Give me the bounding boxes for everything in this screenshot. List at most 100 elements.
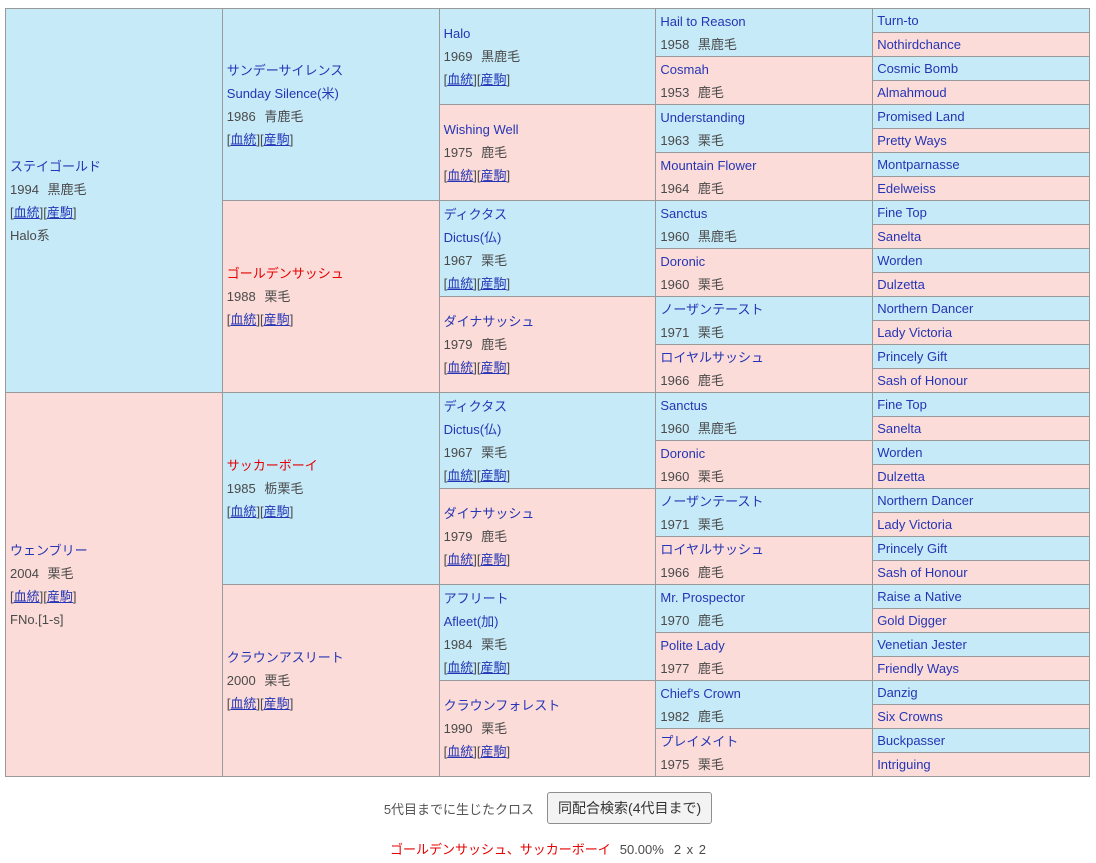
horse-name-link[interactable]: Wishing Well: [443, 122, 519, 137]
same-mating-search-button[interactable]: 同配合検索(4代目まで): [547, 792, 713, 824]
offspring-link[interactable]: 産駒: [263, 504, 290, 519]
horse-name-link[interactable]: Montparnasse: [877, 157, 960, 172]
offspring-link[interactable]: 産駒: [480, 467, 507, 483]
blood-link[interactable]: 血統: [230, 131, 257, 147]
horse-name-link[interactable]: Raise a Native: [877, 589, 962, 604]
horse-name-link[interactable]: Cosmah: [660, 61, 709, 77]
horse-name-link[interactable]: Mountain Flower: [660, 157, 757, 173]
horse-name-link[interactable]: Danzig: [877, 685, 918, 700]
offspring-link[interactable]: 産駒: [480, 659, 507, 675]
blood-link[interactable]: 血統: [447, 360, 474, 375]
horse-name-link[interactable]: ゴールデンサッシュ: [226, 266, 344, 281]
horse-name-link[interactable]: Worden: [877, 253, 923, 268]
offspring-link[interactable]: 産駒: [480, 275, 507, 291]
pedigree-cell-gen5-7: Edelweiss: [872, 176, 1090, 201]
offspring-link[interactable]: 産駒: [46, 204, 73, 220]
horse-name-link[interactable]: Understanding: [660, 109, 745, 125]
blood-link[interactable]: 血統: [447, 659, 474, 675]
horse-name-link[interactable]: Intriguing: [877, 757, 931, 772]
horse-name-link[interactable]: Sanelta: [877, 421, 922, 436]
offspring-link[interactable]: 産駒: [480, 168, 507, 183]
bracket-text: ][: [39, 204, 47, 220]
horse-name-link[interactable]: ウェンブリー: [10, 542, 88, 558]
offspring-link[interactable]: 産駒: [480, 72, 507, 87]
horse-name-link[interactable]: Chief's Crown: [660, 685, 741, 701]
horse-name-link[interactable]: Lady Victoria: [877, 517, 953, 532]
bracket-text: ]: [72, 588, 77, 604]
horse-name-link[interactable]: Cosmic Bomb: [877, 61, 959, 76]
horse-name-link[interactable]: Princely Gift: [877, 349, 948, 364]
horse-name-link[interactable]: Lady Victoria: [877, 325, 953, 340]
offspring-link[interactable]: 産駒: [46, 588, 73, 604]
offspring-link[interactable]: 産駒: [263, 131, 290, 147]
blood-link[interactable]: 血統: [447, 552, 474, 567]
horse-name-link[interactable]: Doronic: [660, 253, 706, 269]
horse-name-link[interactable]: Sanelta: [877, 229, 922, 244]
horse-name-link[interactable]: クラウンアスリート: [226, 650, 344, 665]
horse-name-link[interactable]: アフリート: [443, 590, 509, 606]
horse-name-link[interactable]: Worden: [877, 445, 923, 460]
horse-name-link[interactable]: ノーザンテースト: [660, 301, 764, 317]
horse-name-link[interactable]: Edelweiss: [877, 181, 936, 196]
horse-name-link[interactable]: Dulzetta: [877, 277, 925, 292]
horse-name-link[interactable]: Turn-to: [877, 13, 919, 28]
blood-link[interactable]: 血統: [447, 467, 474, 483]
horse-name-link[interactable]: Sanctus: [660, 205, 708, 221]
horse-name-link[interactable]: Gold Digger: [877, 613, 947, 628]
horse-name-link[interactable]: Fine Top: [877, 205, 927, 220]
offspring-link[interactable]: 産駒: [480, 744, 507, 759]
blood-link[interactable]: 血統: [447, 72, 474, 87]
horse-name-link[interactable]: ディクタス: [443, 398, 508, 414]
horse-name-link[interactable]: ダイナサッシュ: [443, 314, 535, 329]
offspring-link[interactable]: 産駒: [263, 312, 290, 327]
horse-name-link[interactable]: サンデーサイレンス: [226, 62, 344, 78]
horse-name-link[interactable]: ステイゴールド: [10, 158, 102, 174]
horse-name-link[interactable]: ディクタス: [443, 206, 508, 222]
horse-latin-name-link[interactable]: Dictus(仏): [443, 421, 502, 437]
horse-name-link[interactable]: Northern Dancer: [877, 493, 974, 508]
blood-link[interactable]: 血統: [13, 588, 40, 604]
horse-name-link[interactable]: サッカーボーイ: [226, 458, 318, 473]
horse-latin-name-link[interactable]: Afleet(加): [443, 613, 499, 629]
offspring-link[interactable]: 産駒: [480, 360, 507, 375]
horse-name-link[interactable]: Nothirdchance: [877, 37, 962, 52]
horse-name-link[interactable]: プレイメイト: [660, 733, 739, 749]
horse-name-link[interactable]: Almahmoud: [877, 85, 947, 100]
horse-latin-name-link[interactable]: Dictus(仏): [443, 229, 502, 245]
pedigree-cell-gen2-3: クラウンアスリート 2000 栗毛 [血統][産駒]: [221, 584, 440, 777]
horse-name-link[interactable]: Sanctus: [660, 397, 708, 413]
blood-link[interactable]: 血統: [13, 204, 40, 220]
horse-name-link[interactable]: Polite Lady: [660, 637, 725, 653]
horse-name-link[interactable]: Hail to Reason: [660, 13, 746, 29]
horse-latin-name-link[interactable]: Sunday Silence(米): [226, 85, 339, 101]
horse-name-link[interactable]: ノーザンテースト: [660, 493, 764, 509]
horse-name-link[interactable]: ロイヤルサッシュ: [660, 541, 765, 557]
horse-name-link[interactable]: Northern Dancer: [877, 301, 974, 316]
horse-name-link[interactable]: Doronic: [660, 445, 706, 461]
blood-link[interactable]: 血統: [447, 744, 474, 759]
blood-link[interactable]: 血統: [447, 275, 474, 291]
horse-name-link[interactable]: Venetian Jester: [877, 637, 967, 652]
blood-link[interactable]: 血統: [230, 312, 257, 327]
offspring-link[interactable]: 産駒: [263, 696, 290, 711]
horse-name-link[interactable]: Sash of Honour: [877, 373, 968, 388]
bracket-text: ]: [506, 659, 511, 675]
blood-link[interactable]: 血統: [230, 696, 257, 711]
horse-name-link[interactable]: Dulzetta: [877, 469, 925, 484]
horse-name-link[interactable]: Fine Top: [877, 397, 927, 412]
horse-name-link[interactable]: ロイヤルサッシュ: [660, 349, 765, 365]
horse-name-link[interactable]: Mr. Prospector: [660, 589, 745, 605]
horse-name-link[interactable]: Promised Land: [877, 109, 965, 124]
horse-name-link[interactable]: Buckpasser: [877, 733, 946, 748]
blood-link[interactable]: 血統: [230, 504, 257, 519]
horse-name-link[interactable]: Princely Gift: [877, 541, 948, 556]
horse-name-link[interactable]: Six Crowns: [877, 709, 943, 724]
horse-name-link[interactable]: ダイナサッシュ: [443, 506, 535, 521]
horse-name-link[interactable]: Friendly Ways: [877, 661, 960, 676]
horse-name-link[interactable]: Halo: [443, 26, 471, 41]
blood-link[interactable]: 血統: [447, 168, 474, 183]
horse-name-link[interactable]: Sash of Honour: [877, 565, 968, 580]
offspring-link[interactable]: 産駒: [480, 552, 507, 567]
horse-name-link[interactable]: クラウンフォレスト: [443, 698, 561, 713]
horse-name-link[interactable]: Pretty Ways: [877, 133, 947, 148]
